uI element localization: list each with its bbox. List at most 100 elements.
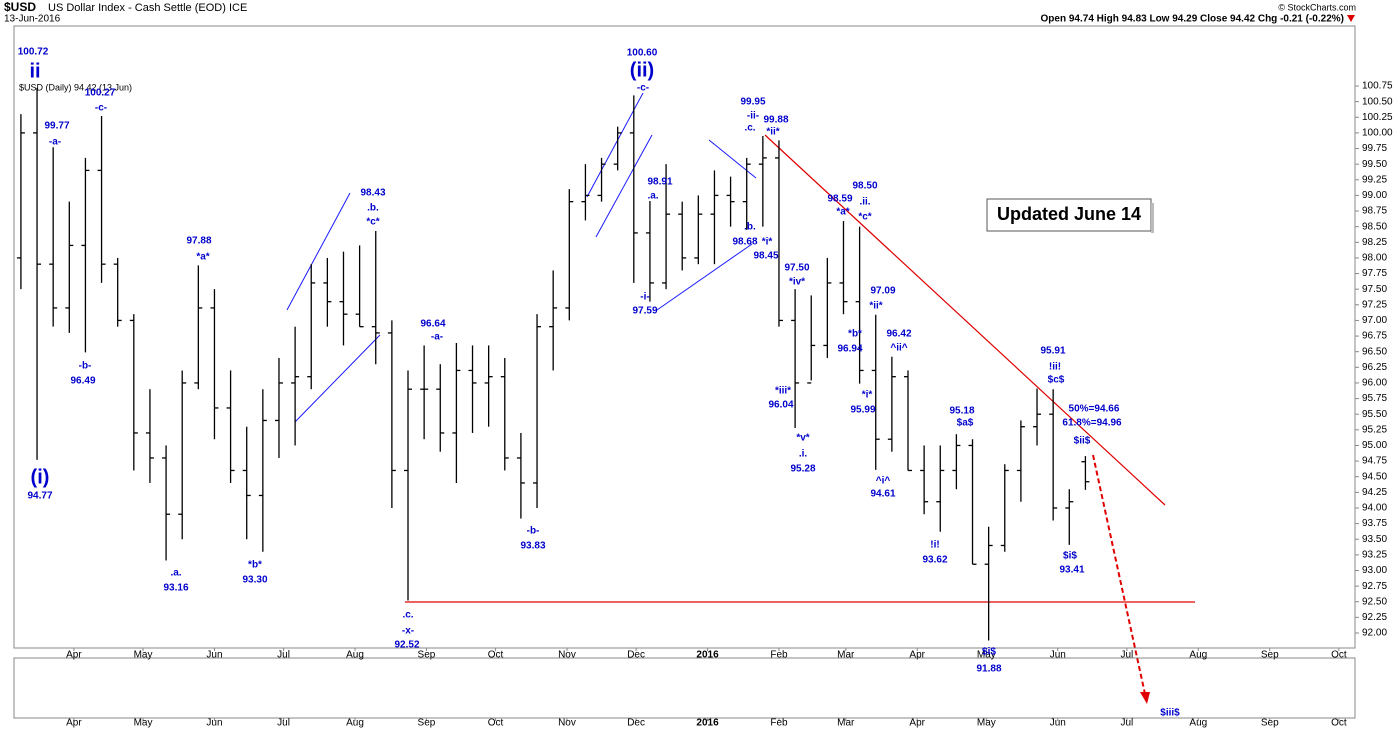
wave-label: 98.59 — [827, 194, 852, 205]
channel-line — [656, 243, 753, 311]
x-tick-label: May — [977, 650, 996, 661]
wave-label: -c- — [637, 83, 649, 94]
projection-arrow — [1092, 454, 1146, 695]
wave-label: -a- — [49, 137, 61, 148]
wave-label: *v* — [796, 433, 809, 444]
wave-label: 97.88 — [186, 236, 211, 247]
legend: $USD (Daily) 94.42 (13 Jun) — [19, 82, 132, 92]
wave-label: 95.28 — [790, 464, 815, 475]
y-tick-label: 93.00 — [1362, 565, 1387, 576]
wave-label: .c. — [744, 123, 755, 134]
x-tick-label: Nov — [558, 650, 576, 661]
note: Updated June 14 — [997, 204, 1141, 224]
y-tick-label: 100.25 — [1362, 112, 1393, 123]
x-tick-label: Sep — [1261, 650, 1279, 661]
chart-title: US Dollar Index - Cash Settle (EOD) ICE — [48, 2, 247, 14]
wave-label: 97.50 — [784, 263, 809, 274]
x-tick-label: Mar — [837, 718, 855, 729]
arrow-head — [1140, 692, 1150, 704]
wave-label: 97.09 — [870, 286, 895, 297]
channel-line — [708, 139, 757, 179]
bars — [16, 87, 1090, 641]
x-tick-label: May — [134, 650, 153, 661]
wave-label: .b. — [744, 222, 756, 233]
wave-label: 100.60 — [627, 48, 658, 59]
y-tick-label: 97.50 — [1362, 284, 1387, 295]
y-tick-label: 95.50 — [1362, 409, 1387, 420]
x-tick-label: Nov — [558, 718, 576, 729]
y-tick-label: 99.25 — [1362, 174, 1387, 185]
x-tick-label: May — [134, 718, 153, 729]
wave-label: (ii) — [630, 59, 654, 81]
x-tick-label: Aug — [346, 718, 364, 729]
wave-label: 95.91 — [1040, 346, 1065, 357]
down-icon — [1347, 15, 1355, 22]
wave-label: .a. — [170, 568, 181, 579]
x-tick-label: Apr — [909, 718, 925, 729]
x-tick-label: Jun — [1050, 718, 1066, 729]
quote: Open 94.74 High 94.83 Low 94.29 Close 94… — [1041, 14, 1344, 25]
wave-label: -a- — [431, 332, 443, 343]
wave-label: 98.45 — [753, 251, 778, 262]
wave-label: *i* — [762, 237, 773, 248]
wave-label: .c. — [402, 610, 413, 621]
wave-label: 94.61 — [870, 489, 895, 500]
symbol: $USD — [4, 0, 36, 14]
wave-label: $iii$ — [1160, 708, 1180, 719]
x-tick-label: Oct — [1331, 650, 1347, 661]
wave-label: .b. — [367, 203, 379, 214]
wave-label: 99.77 — [44, 121, 69, 132]
y-tick-label: 92.00 — [1362, 628, 1387, 639]
y-tick-label: 92.75 — [1362, 581, 1387, 592]
wave-label: 98.68 — [732, 237, 757, 248]
x-tick-label: Jun — [206, 650, 222, 661]
y-tick-label: 95.00 — [1362, 440, 1387, 451]
wave-label: $a$ — [957, 418, 974, 429]
y-tick-label: 93.50 — [1362, 534, 1387, 545]
wave-label: ^ii^ — [890, 343, 907, 354]
y-tick-label: 96.75 — [1362, 331, 1387, 342]
note-shadow — [1151, 203, 1154, 233]
wave-label: !ii! — [1049, 362, 1061, 373]
lower-panel — [13, 657, 1356, 719]
price-panel — [13, 25, 1356, 649]
note-box — [986, 198, 1152, 232]
x-tick-label: Sep — [418, 718, 436, 729]
x-tick-label: Apr — [66, 650, 82, 661]
wave-label: 93.83 — [520, 541, 545, 552]
wave-label: *a* — [836, 207, 849, 218]
x-tick-label: Jul — [277, 718, 290, 729]
wave-label: ^i^ — [876, 476, 891, 487]
wave-label: *ii* — [766, 127, 779, 138]
wave-label: *a* — [196, 252, 209, 263]
x-tick-label: Jul — [1120, 650, 1133, 661]
wave-label: -b- — [527, 526, 540, 537]
wave-label: *b* — [248, 560, 262, 571]
wave-label: !i! — [930, 540, 939, 551]
wave-label: 96.94 — [837, 344, 862, 355]
wave-label: 93.16 — [163, 583, 188, 594]
y-tick-label: 94.50 — [1362, 471, 1387, 482]
wave-label: *c* — [858, 212, 871, 223]
wave-label: $i$ — [982, 647, 996, 658]
channel-line — [286, 192, 351, 311]
x-tick-label: Sep — [1261, 718, 1279, 729]
y-tick-label: 93.75 — [1362, 518, 1387, 529]
x-tick-label: Oct — [1331, 718, 1347, 729]
wave-label: 91.88 — [976, 664, 1001, 675]
channels — [286, 92, 757, 423]
y-tick-label: 92.50 — [1362, 596, 1387, 607]
wave-label: (i) — [31, 466, 50, 488]
y-tick-label: 95.75 — [1362, 393, 1387, 404]
y-tick-label: 95.25 — [1362, 424, 1387, 435]
y-tick-label: 94.00 — [1362, 503, 1387, 514]
resistance-line — [764, 134, 1166, 506]
wave-label: $ii$ — [1074, 436, 1091, 447]
y-tick-label: 93.25 — [1362, 549, 1387, 560]
wave-label: 94.77 — [27, 491, 52, 502]
wave-label: *iv* — [789, 277, 805, 288]
y-tick-label: 100.75 — [1362, 81, 1393, 92]
wave-label: 93.41 — [1059, 565, 1084, 576]
